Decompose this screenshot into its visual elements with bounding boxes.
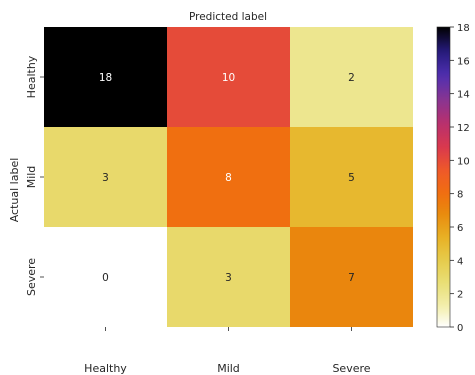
cell-value-label: 3	[225, 272, 232, 284]
cell-value-label: 5	[348, 172, 355, 184]
colorbar-tick-label: 8	[457, 190, 463, 201]
cell-value-label: 18	[99, 72, 112, 84]
x-tick-labels: Healthy Mild Severe	[84, 327, 371, 375]
colorbar-tick-label: 0	[457, 323, 463, 334]
colorbar-tick-label: 12	[457, 123, 470, 134]
heatmap-cell	[290, 227, 413, 327]
heatmap-cell	[44, 27, 167, 127]
heatmap-cell	[290, 127, 413, 227]
colorbar-tick-label: 16	[457, 56, 470, 67]
colorbar-tick-label: 2	[457, 290, 463, 301]
y-tick-label: Severe	[25, 258, 38, 296]
heatmap-cell	[44, 227, 167, 327]
x-tick-label: Severe	[332, 362, 370, 375]
colorbar	[436, 26, 451, 328]
cell-value-label: 3	[102, 172, 109, 184]
colorbar-tick-label: 18	[457, 23, 470, 34]
x-tick-label: Mild	[217, 362, 240, 375]
cell-value-label: 7	[348, 272, 355, 284]
chart-title: Predicted label	[189, 11, 267, 23]
y-tick-labels: Healthy Mild Severe	[25, 55, 44, 296]
colorbar-tick-label: 6	[457, 223, 463, 234]
cell-annotations: 18 10 2 3 8 5 0 3 7	[99, 72, 355, 284]
y-axis-label: Actual label	[8, 158, 21, 223]
cell-value-label: 10	[222, 72, 235, 84]
y-tick-label: Mild	[25, 166, 38, 189]
cell-value-label: 2	[348, 72, 355, 84]
x-tick-label: Healthy	[84, 362, 127, 375]
colorbar-tick-label: 14	[457, 90, 470, 101]
cell-value-label: 8	[225, 172, 232, 184]
colorbar-tick-label: 10	[457, 156, 470, 167]
heatmap-cell	[167, 227, 290, 327]
heatmap-cell	[44, 127, 167, 227]
heatmap-cell	[167, 27, 290, 127]
cell-value-label: 0	[102, 272, 109, 284]
heatmap-cell	[290, 27, 413, 127]
colorbar-ticks: 0 2 4 6 8 10 12 14 16 18	[450, 23, 470, 334]
heatmap-cell	[167, 127, 290, 227]
y-tick-label: Healthy	[25, 55, 38, 98]
heatmap-cells	[44, 27, 413, 327]
colorbar-tick-label: 4	[457, 256, 463, 267]
